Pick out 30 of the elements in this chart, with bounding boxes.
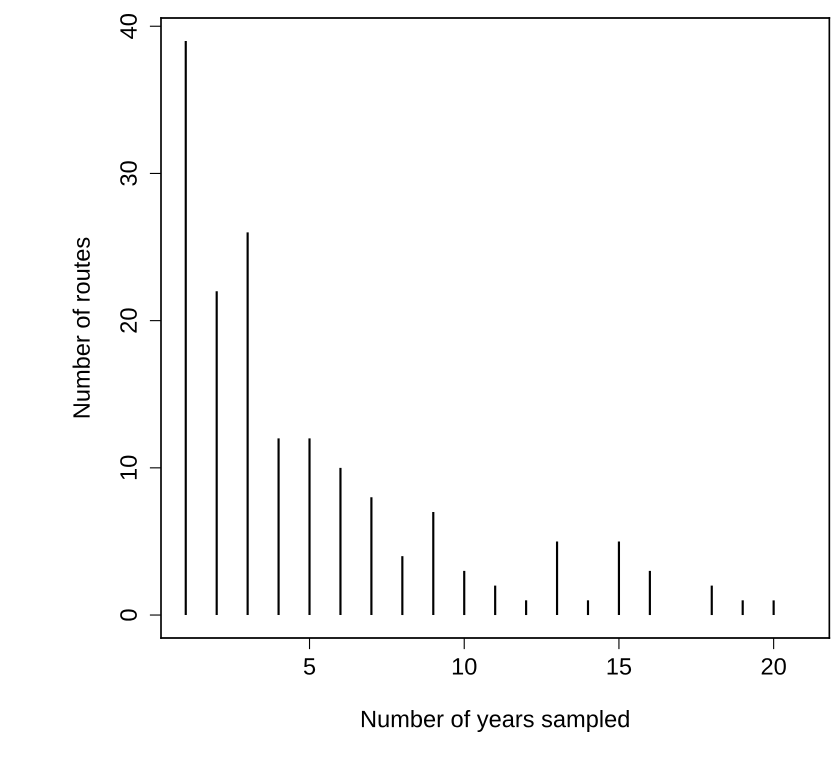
bar — [370, 497, 372, 616]
x-tick-label: 10 — [452, 658, 476, 675]
y-tick-label: 20 — [120, 308, 137, 333]
y-tick-label: 0 — [120, 609, 137, 621]
x-tick-label: 15 — [608, 658, 632, 675]
bar — [586, 600, 590, 616]
bar — [525, 600, 528, 616]
bar — [277, 438, 280, 616]
bar — [401, 556, 404, 616]
bar — [742, 600, 744, 616]
x-tick-label: 5 — [304, 658, 316, 675]
bar — [246, 232, 249, 616]
y-tick-label: 30 — [120, 161, 137, 186]
y-tick-label: 40 — [120, 14, 137, 39]
bar — [772, 600, 775, 616]
y-tick-label: 10 — [120, 456, 137, 480]
bar — [216, 291, 218, 616]
bar — [432, 512, 434, 616]
x-axis-title: Number of years sampled — [362, 710, 629, 732]
bar — [339, 468, 342, 616]
bar — [463, 570, 466, 616]
x-tick-label: 20 — [762, 658, 786, 675]
bar — [618, 541, 620, 616]
bar — [308, 438, 311, 616]
y-axis-title: Number of routes — [72, 238, 90, 418]
bar — [494, 586, 496, 616]
bar — [710, 586, 713, 616]
bar — [648, 570, 651, 616]
bar — [556, 541, 558, 616]
bar — [184, 40, 187, 616]
